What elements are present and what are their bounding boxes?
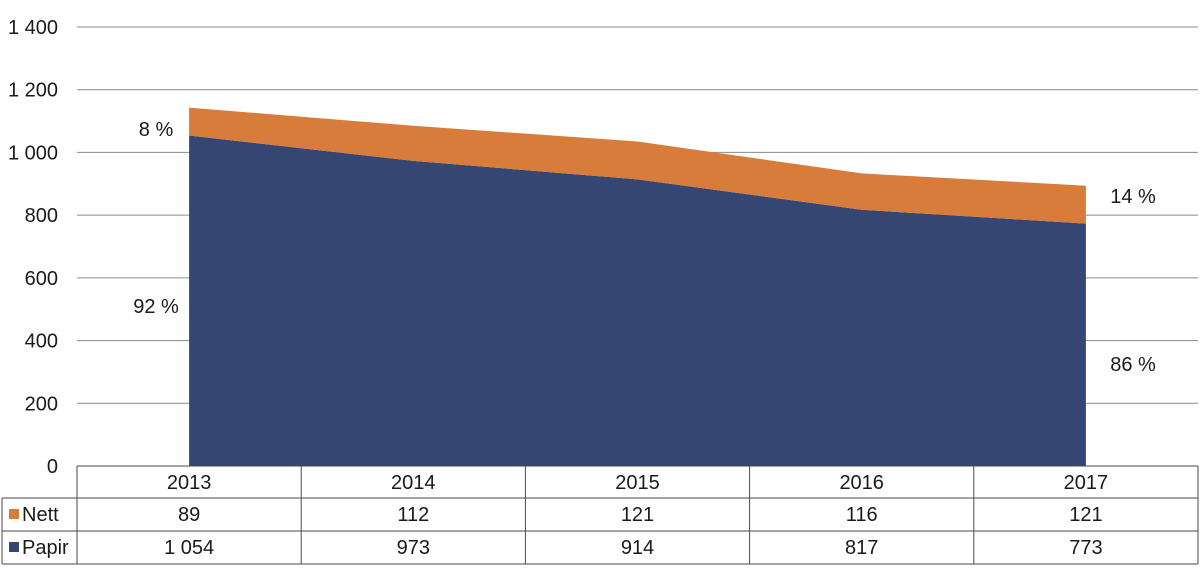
y-tick-label: 1 200 bbox=[8, 80, 58, 102]
legend-swatch-papir bbox=[9, 542, 19, 552]
y-tick-label: 800 bbox=[25, 205, 58, 227]
data-label: 121 bbox=[1069, 504, 1102, 526]
annotation-papir-first: 92 % bbox=[133, 296, 179, 318]
y-axis: 0 200 400 600 800 1 000 1 200 1 400 bbox=[8, 17, 58, 478]
data-label: 112 bbox=[397, 504, 429, 526]
y-tick-label: 600 bbox=[25, 268, 58, 290]
x-tick-label: 2016 bbox=[839, 472, 884, 494]
data-label: 914 bbox=[621, 537, 654, 559]
annotation-nett-first: 8 % bbox=[139, 119, 174, 141]
area-papir bbox=[189, 135, 1086, 466]
y-tick-label: 0 bbox=[47, 456, 58, 478]
legend-swatch-nett bbox=[9, 509, 19, 519]
legend-label-nett: Nett bbox=[22, 504, 59, 526]
x-tick-label: 2017 bbox=[1064, 472, 1109, 494]
x-tick-label: 2015 bbox=[615, 472, 660, 494]
data-label: 89 bbox=[178, 504, 200, 526]
annotations: 8 % 92 % 14 % 86 % bbox=[133, 119, 1156, 376]
area-nett bbox=[189, 107, 1086, 224]
y-tick-label: 200 bbox=[25, 393, 58, 415]
x-tick-label: 2014 bbox=[391, 472, 436, 494]
data-label: 121 bbox=[621, 504, 654, 526]
data-label: 817 bbox=[845, 537, 878, 559]
y-tick-label: 400 bbox=[25, 331, 58, 353]
data-label: 973 bbox=[397, 537, 430, 559]
data-table: 2013 2014 2015 2016 2017 Nett 89 112 121 116 121 Pa… bbox=[1, 465, 1199, 565]
data-label: 1 054 bbox=[164, 537, 214, 559]
x-tick-label: 2013 bbox=[167, 472, 212, 494]
legend-label-papir: Papir bbox=[22, 537, 69, 559]
data-label: 116 bbox=[846, 504, 878, 526]
area-series bbox=[189, 107, 1086, 466]
y-tick-label: 1 400 bbox=[8, 17, 58, 39]
data-label: 773 bbox=[1069, 537, 1102, 559]
annotation-papir-last: 86 % bbox=[1110, 354, 1156, 376]
annotation-nett-last: 14 % bbox=[1110, 186, 1156, 208]
y-tick-label: 1 000 bbox=[8, 142, 58, 164]
